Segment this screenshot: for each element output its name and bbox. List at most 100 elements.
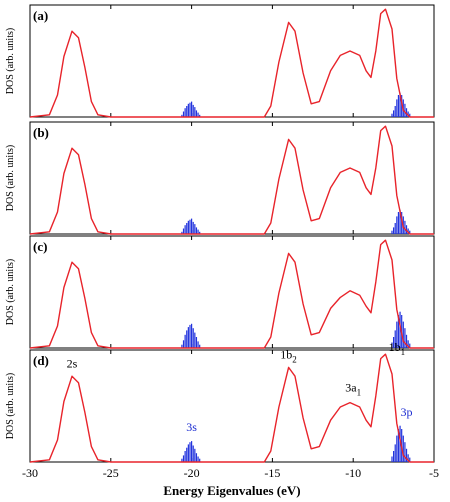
dos-bar — [194, 332, 196, 348]
dos-bar — [392, 337, 395, 348]
dos-bar — [409, 343, 411, 348]
panel-4: (d) DOS (arb. units) 2s 1b2 3a1 1b1 3s 3p — [5, 340, 435, 463]
x-tick-label: -15 — [264, 466, 280, 480]
panel-label: (c) — [33, 239, 47, 254]
dos-bar — [399, 311, 401, 348]
dos-bar — [396, 216, 398, 234]
dos-bar — [405, 334, 408, 348]
x-tick-label: -10 — [345, 466, 361, 480]
dos-bar — [186, 330, 188, 348]
dos-bar — [397, 429, 400, 462]
dos-curve — [29, 8, 434, 118]
dos-curve — [29, 125, 434, 235]
peak-annotation: 3a1 — [345, 381, 361, 398]
dos-bar — [192, 328, 194, 348]
x-tick-labels: -30 -25 -20 -15 -10 -5 — [22, 466, 439, 480]
dos-bar — [407, 228, 409, 234]
dos-bar — [194, 224, 196, 234]
dos-bar — [394, 223, 396, 234]
dos-bar — [394, 106, 396, 117]
dos-bar — [182, 228, 185, 234]
dos-bar — [189, 102, 191, 117]
dos-bar — [189, 442, 191, 462]
peak-annotation: 3s — [186, 420, 197, 434]
dos-bar — [394, 330, 396, 348]
dos-bar — [392, 110, 395, 117]
dos-bar — [190, 218, 193, 234]
y-axis-label: DOS (arb. units) — [5, 259, 16, 325]
dos-bar — [404, 328, 406, 348]
dos-bar — [189, 219, 191, 234]
x-tick-label: -30 — [22, 466, 38, 480]
x-tick-label: -20 — [184, 466, 200, 480]
dos-bar — [396, 435, 398, 462]
dos-bar — [397, 212, 400, 234]
dos-bar — [404, 103, 406, 117]
dos-bar — [197, 229, 199, 234]
peak-annotation: 1b1 — [389, 340, 406, 357]
dos-bar — [399, 209, 401, 234]
dos-bar — [194, 107, 196, 117]
dos-bar — [407, 340, 409, 348]
dos-bar — [401, 212, 403, 234]
dos-bar — [404, 220, 406, 234]
peak-annotation: 1b2 — [280, 348, 297, 365]
dos-bar — [391, 456, 393, 462]
peak-annotation: 2s — [67, 356, 78, 370]
dos-bar — [182, 111, 185, 117]
dos-bar — [391, 113, 393, 117]
dos-bar — [197, 456, 199, 462]
dos-bar — [405, 448, 408, 462]
dos-bar — [402, 321, 404, 348]
dos-bar — [397, 95, 400, 117]
dos-bar — [181, 231, 183, 234]
dos-bar — [184, 451, 186, 462]
dos-bar — [184, 225, 186, 234]
dos-bar — [401, 95, 403, 117]
y-axis-label: DOS (arb. units) — [5, 28, 16, 94]
dos-bar — [195, 453, 198, 462]
dos-bar — [181, 458, 183, 462]
dos-bar — [199, 114, 201, 117]
dos-bar — [409, 113, 411, 117]
dos-bar — [186, 106, 188, 117]
panel-label: (a) — [33, 8, 48, 23]
dos-bar — [190, 101, 193, 117]
dos-bar — [181, 344, 183, 348]
dos-bar — [187, 327, 189, 348]
dos-bar — [399, 92, 401, 117]
dos-bar — [189, 324, 191, 348]
panel-2: (b) DOS (arb. units) — [5, 121, 435, 235]
dos-bar — [407, 111, 409, 117]
dos-bar — [407, 454, 409, 462]
x-tick-label: -25 — [103, 466, 119, 480]
dos-bar — [190, 323, 193, 348]
dos-bar — [392, 227, 395, 234]
x-tick-label: -5 — [429, 466, 439, 480]
dos-bar — [404, 442, 406, 462]
dos-bar — [199, 344, 201, 348]
dos-bar — [186, 447, 188, 462]
dos-bar — [197, 112, 199, 117]
y-axis-label: DOS (arb. units) — [5, 145, 16, 211]
dos-bar — [194, 448, 196, 462]
dos-bar — [396, 321, 398, 348]
dos-bar — [391, 230, 393, 234]
dos-bar — [184, 334, 186, 348]
dos-bar — [187, 103, 189, 117]
dos-bar — [399, 425, 401, 462]
dos-bar — [190, 441, 193, 462]
dos-bar — [394, 444, 396, 462]
dos-bar — [184, 108, 186, 117]
dos-curve — [29, 353, 434, 463]
dos-bar — [195, 227, 198, 234]
dos-bar — [391, 342, 393, 348]
dos-bar — [192, 104, 194, 117]
dos-bar — [197, 341, 199, 348]
panel-label: (d) — [33, 353, 49, 368]
dos-bar — [195, 337, 198, 348]
dos-bar — [181, 114, 183, 117]
dos-bar — [396, 99, 398, 117]
dos-bar — [199, 231, 201, 234]
